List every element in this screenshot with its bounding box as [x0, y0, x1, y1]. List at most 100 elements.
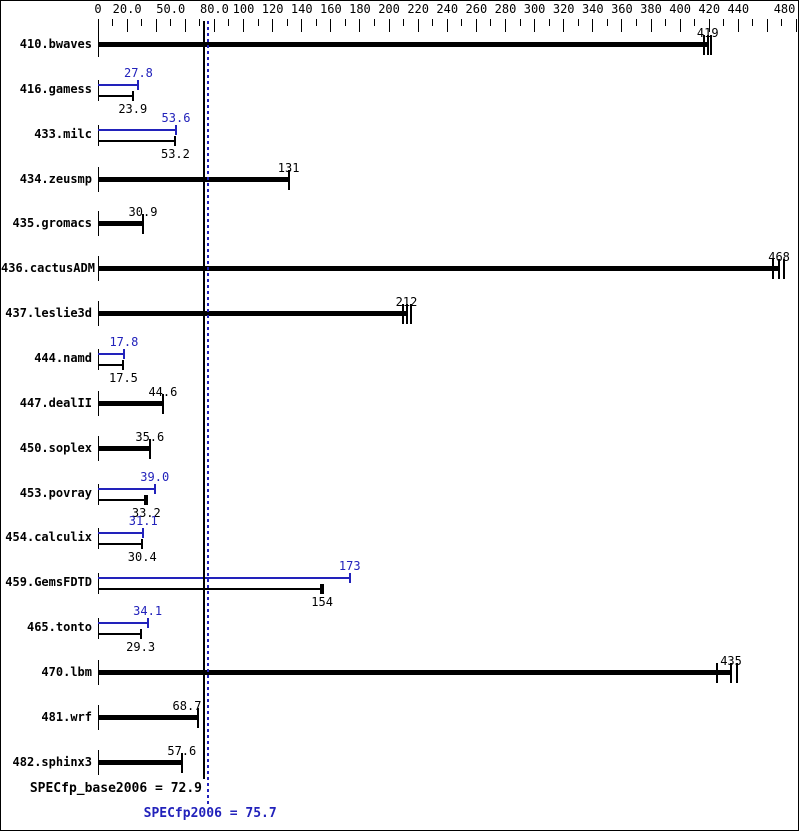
axis-tick: [286, 19, 288, 26]
base-mean-line: [203, 21, 206, 779]
benchmark-label: 435.gromacs: [12, 216, 92, 230]
base-bar: [98, 446, 150, 451]
benchmark-label: 450.soplex: [19, 441, 92, 455]
base-value-label: 154: [311, 595, 333, 609]
peak-end-cap: [175, 125, 177, 135]
axis-tick-label: 260: [465, 2, 488, 16]
axis-tick: [97, 19, 99, 32]
peak-end-cap: [348, 573, 351, 583]
base-bar: [98, 670, 732, 675]
axis-tick: [548, 19, 550, 26]
benchmark-label: 410.bwaves: [19, 37, 92, 51]
peak-bar: [98, 353, 124, 355]
base-value-label: 33.2: [131, 506, 161, 520]
peak-value-label: 34.1: [133, 604, 163, 618]
base-bar: [98, 177, 289, 182]
axis-tick: [737, 19, 739, 32]
axis-tick: [446, 19, 448, 32]
base-bar: [98, 715, 198, 720]
base-bar: [98, 364, 124, 366]
base-value-label: 468: [768, 250, 790, 264]
axis-tick-label: 80.0: [199, 2, 229, 16]
axis-tick: [563, 19, 565, 32]
benchmark-label: 444.namd: [34, 351, 92, 365]
base-value-label: 57.6: [167, 744, 197, 758]
peak-end-cap: [146, 618, 149, 628]
peak-end-cap: [142, 528, 145, 538]
bar-end-cap: [141, 214, 144, 234]
axis-tick: [475, 19, 477, 32]
benchmark-label: 437.leslie3d: [5, 306, 92, 320]
axis-tick-label: 220: [407, 2, 429, 16]
bar-end-cap: [180, 753, 183, 773]
base-bar: [98, 95, 133, 97]
peak-value-label: 17.8: [109, 335, 139, 349]
peak-bar: [98, 129, 176, 131]
axis-tick-label: 360: [611, 2, 633, 16]
peak-value-label: 39.0: [140, 470, 170, 484]
row-baseline: [98, 528, 99, 549]
axis-tick: [519, 19, 521, 26]
axis-tick-label: 120: [261, 2, 284, 16]
axis-tick: [359, 19, 361, 32]
axis-tick: [388, 19, 390, 32]
axis-tick-label: 380: [640, 2, 662, 16]
axis-tick: [504, 19, 506, 32]
axis-tick-label: 50.0: [156, 2, 186, 16]
axis-tick: [679, 19, 681, 32]
peak-end-cap: [137, 80, 140, 90]
row-baseline: [98, 573, 99, 594]
benchmark-label: 433.milc: [34, 127, 92, 141]
axis-tick: [170, 19, 172, 26]
base-bar: [98, 140, 176, 142]
axis-tick: [621, 19, 623, 32]
base-value-label: 29.3: [126, 640, 156, 654]
base-bar: [98, 401, 163, 406]
benchmark-label: 481.wrf: [41, 710, 92, 724]
benchmark-label: 470.lbm: [41, 665, 92, 679]
axis-tick-label: 420: [698, 2, 721, 16]
axis-tick: [592, 19, 594, 32]
axis-tick: [650, 19, 652, 32]
base-value-label: 30.4: [127, 550, 157, 564]
base-bar: [98, 499, 147, 501]
run-mark: [709, 35, 712, 55]
run-mark: [409, 304, 412, 324]
benchmark-label: 436.cactusADM: [1, 261, 95, 275]
axis-tick: [199, 19, 201, 26]
axis-tick-label: 0: [94, 2, 102, 16]
axis-tick: [301, 19, 303, 32]
base-bar: [98, 221, 143, 226]
base-score-label: SPECfp_base2006 = 72.9: [29, 781, 202, 796]
bar-end-cap: [131, 91, 134, 101]
axis-tick-label: 200: [378, 2, 400, 16]
bar-end-cap: [405, 304, 408, 324]
axis-tick-label: 480: [773, 2, 796, 16]
row-baseline: [98, 80, 99, 101]
bar-end-cap: [196, 708, 199, 728]
row-baseline: [98, 484, 99, 505]
axis-tick: [490, 19, 492, 26]
bar-end-cap: [174, 136, 177, 146]
axis-tick: [723, 19, 725, 26]
axis-tick-label: 20.0: [112, 2, 142, 16]
benchmark-label: 416.gamess: [19, 82, 92, 96]
axis-tick-label: 340: [581, 2, 604, 16]
axis-tick-label: 140: [290, 2, 313, 16]
base-value-label: 23.9: [118, 102, 148, 116]
base-value-label: 419: [696, 26, 719, 40]
base-bar: [98, 760, 182, 765]
benchmark-label: 453.povray: [19, 486, 92, 500]
axis-tick: [315, 19, 317, 26]
base-bar: [98, 633, 141, 635]
peak-value-label: 173: [338, 559, 361, 573]
peak-bar: [98, 84, 139, 86]
axis-tick-label: 300: [523, 2, 546, 16]
row-baseline: [98, 125, 99, 146]
base-value-label: 131: [277, 161, 300, 175]
axis-tick: [112, 19, 114, 26]
base-value-label: 435: [720, 654, 742, 668]
peak-end-cap: [122, 349, 125, 359]
base-bar: [98, 266, 780, 271]
